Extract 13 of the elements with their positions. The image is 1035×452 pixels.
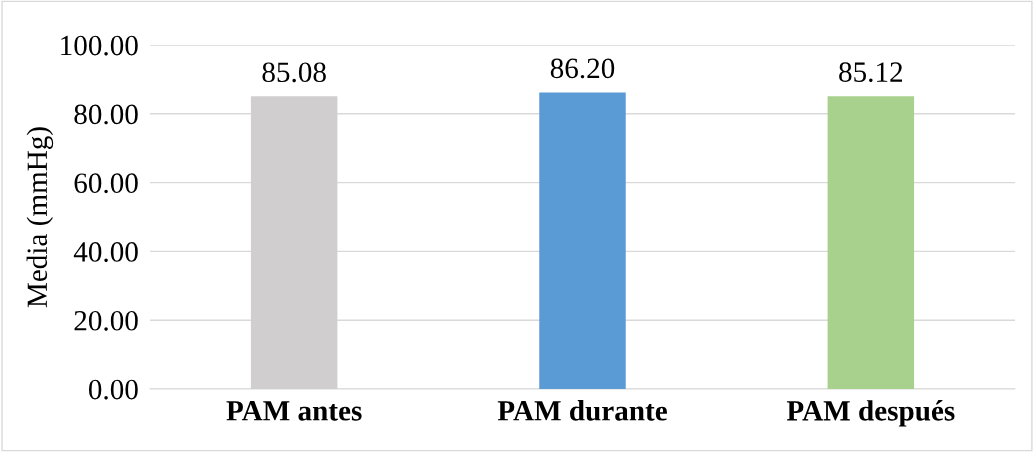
data-label: 86.20 [550, 58, 615, 79]
data-label: 85.12 [839, 62, 903, 83]
x-tick-label: PAM antes [226, 401, 362, 421]
y-tick-label: 80.00 [74, 104, 138, 125]
y-tick-label: 60.00 [74, 173, 138, 194]
x-tick-label: PAM durante [497, 400, 667, 421]
y-tick-label: 40.00 [73, 242, 138, 262]
y-tick-label: 0.00 [88, 379, 138, 400]
x-tick-label: PAM después [786, 400, 955, 427]
y-axis-title: Media (mmHg) [26, 127, 54, 308]
y-tick-label: 100.00 [61, 35, 138, 56]
y-tick-label: 20.00 [74, 310, 138, 331]
data-label: 85.08 [262, 62, 326, 83]
